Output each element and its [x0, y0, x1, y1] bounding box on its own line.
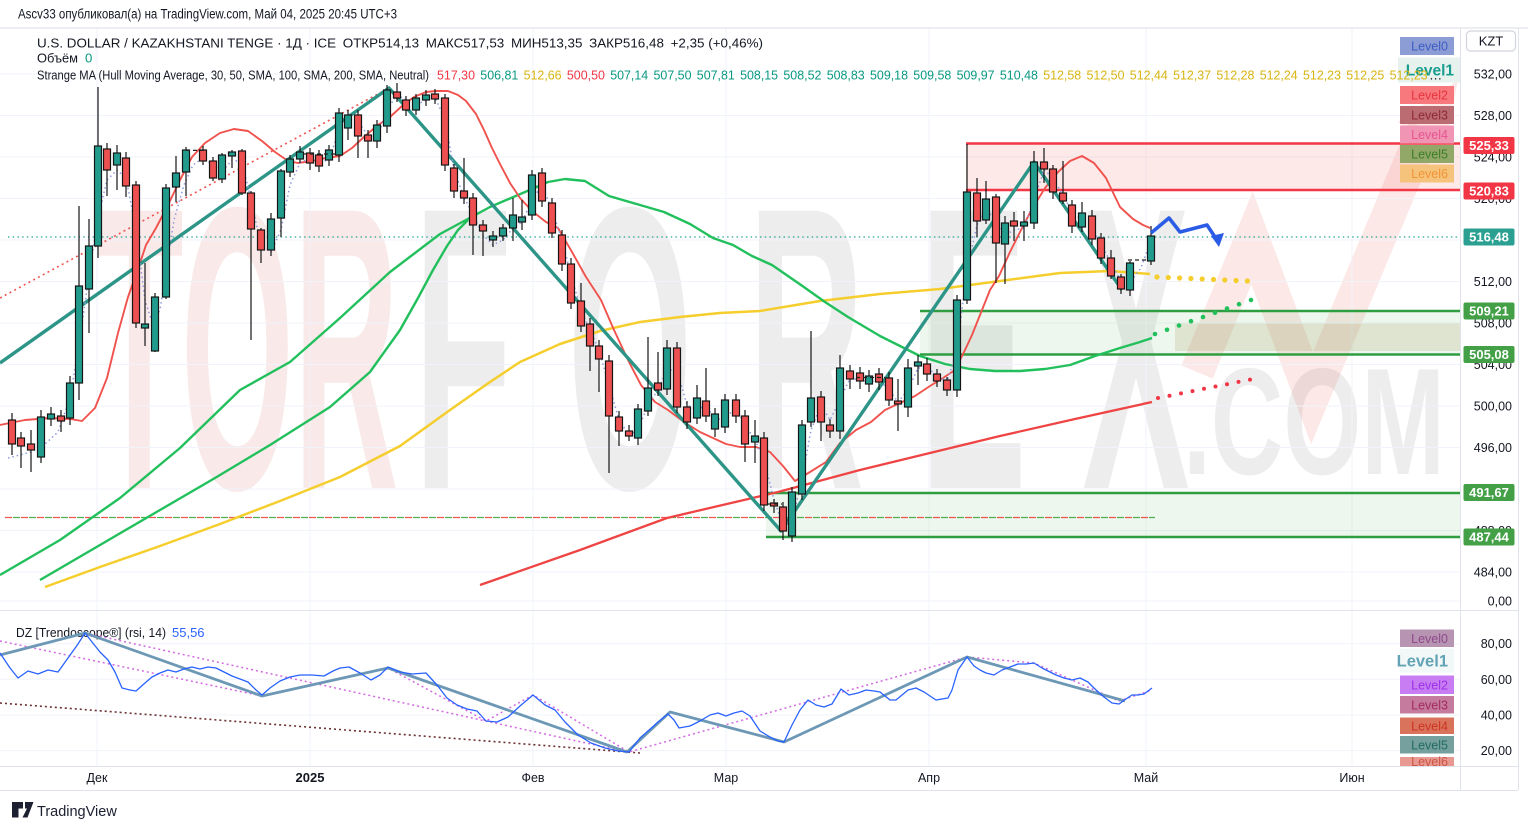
- svg-text:512,66: 512,66: [524, 68, 562, 83]
- svg-text:508,15: 508,15: [740, 68, 778, 83]
- svg-text:Level1: Level1: [1406, 63, 1455, 80]
- svg-text:Level4: Level4: [1411, 128, 1448, 142]
- svg-text:507,81: 507,81: [697, 68, 735, 83]
- svg-text:510,48: 510,48: [1000, 68, 1038, 83]
- svg-text:55,56: 55,56: [172, 625, 205, 640]
- svg-text:40,00: 40,00: [1481, 709, 1512, 723]
- svg-text:Level2: Level2: [1411, 89, 1448, 103]
- svg-text:512,37: 512,37: [1173, 68, 1211, 83]
- svg-text:20,00: 20,00: [1481, 744, 1512, 758]
- svg-text:508,83: 508,83: [827, 68, 865, 83]
- svg-text:512,24: 512,24: [1260, 68, 1298, 83]
- svg-text:Объём: Объём: [37, 51, 78, 66]
- svg-text:532,00: 532,00: [1474, 68, 1512, 82]
- svg-text:Level0: Level0: [1411, 40, 1448, 54]
- svg-text:Дек: Дек: [87, 771, 108, 785]
- svg-text:Level5: Level5: [1411, 148, 1448, 162]
- svg-text:520,83: 520,83: [1469, 184, 1509, 199]
- svg-text:2025: 2025: [296, 770, 325, 785]
- svg-text:525,33: 525,33: [1469, 138, 1509, 153]
- svg-text:U.S. DOLLAR / KAZAKHSTANI TENG: U.S. DOLLAR / KAZAKHSTANI TENGE · 1Д · I…: [37, 36, 763, 51]
- svg-text:Фев: Фев: [521, 771, 544, 785]
- svg-text:496,00: 496,00: [1474, 441, 1512, 455]
- svg-text:.COM: .COM: [1183, 337, 1445, 507]
- svg-text:Level2: Level2: [1411, 678, 1448, 692]
- svg-text:500,00: 500,00: [1474, 400, 1512, 414]
- svg-text:Июн: Июн: [1339, 771, 1364, 785]
- svg-text:512,23: 512,23: [1390, 68, 1428, 83]
- svg-text:Strange MA (Hull Moving Averag: Strange MA (Hull Moving Average, 30, 50,…: [37, 68, 429, 83]
- svg-text:506,81: 506,81: [480, 68, 518, 83]
- svg-text:Level6: Level6: [1411, 755, 1448, 769]
- svg-text:Май: Май: [1134, 771, 1159, 785]
- svg-text:Level3: Level3: [1411, 109, 1448, 123]
- svg-text:DZ [Trendoscope®] (rsi, 14): DZ [Trendoscope®] (rsi, 14): [16, 625, 166, 640]
- svg-text:491,67: 491,67: [1469, 485, 1509, 500]
- svg-text:509,97: 509,97: [957, 68, 995, 83]
- svg-text:508,52: 508,52: [783, 68, 821, 83]
- svg-text:KZT: KZT: [1479, 34, 1504, 49]
- svg-text:Level1: Level1: [1397, 652, 1448, 670]
- svg-text:512,25: 512,25: [1346, 68, 1384, 83]
- svg-text:516,48: 516,48: [1469, 230, 1509, 245]
- svg-text:528,00: 528,00: [1474, 109, 1512, 123]
- svg-text:512,00: 512,00: [1474, 275, 1512, 289]
- svg-text:508,00: 508,00: [1474, 317, 1512, 331]
- svg-text:Level5: Level5: [1411, 738, 1448, 752]
- svg-text:TradingView: TradingView: [37, 804, 117, 820]
- svg-text:Апр: Апр: [918, 771, 940, 785]
- svg-text:507,14: 507,14: [610, 68, 648, 83]
- svg-text:507,50: 507,50: [654, 68, 692, 83]
- svg-text:484,00: 484,00: [1474, 566, 1512, 580]
- svg-text:505,08: 505,08: [1469, 347, 1509, 362]
- svg-text:487,44: 487,44: [1469, 530, 1510, 545]
- svg-text:Level6: Level6: [1411, 167, 1448, 181]
- svg-text:512,23: 512,23: [1303, 68, 1341, 83]
- svg-text:517,30: 517,30: [437, 68, 475, 83]
- svg-text:Level4: Level4: [1411, 719, 1448, 733]
- svg-text:Level3: Level3: [1411, 698, 1448, 712]
- svg-text:Ascv33 опубликовал(а) на Tradi: Ascv33 опубликовал(а) на TradingView.com…: [18, 7, 397, 22]
- svg-text:60,00: 60,00: [1481, 673, 1512, 687]
- svg-text:…: …: [1429, 68, 1442, 83]
- svg-text:509,58: 509,58: [913, 68, 951, 83]
- svg-text:500,50: 500,50: [567, 68, 605, 83]
- svg-text:Level0: Level0: [1411, 632, 1448, 646]
- svg-text:80,00: 80,00: [1481, 637, 1512, 651]
- svg-text:509,18: 509,18: [870, 68, 908, 83]
- svg-text:509,21: 509,21: [1469, 304, 1509, 319]
- svg-text:512,28: 512,28: [1216, 68, 1254, 83]
- svg-text:TOR: TOR: [95, 125, 399, 575]
- svg-text:512,44: 512,44: [1130, 68, 1168, 83]
- svg-text:512,50: 512,50: [1087, 68, 1125, 83]
- svg-text:0: 0: [85, 51, 92, 66]
- svg-text:Мар: Мар: [714, 771, 739, 785]
- svg-text:512,58: 512,58: [1043, 68, 1081, 83]
- svg-text:0,00: 0,00: [1488, 595, 1512, 609]
